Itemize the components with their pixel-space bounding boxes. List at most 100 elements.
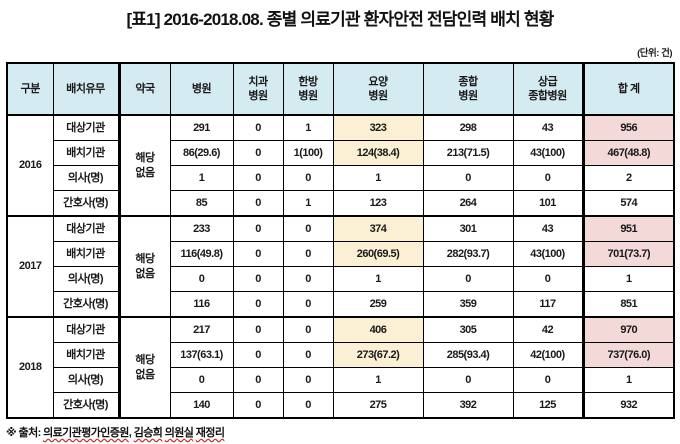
table-row: 간호사(명) 116 0 0 259 359 117 851 [7, 291, 675, 318]
value-cell: 43 [512, 114, 584, 141]
column-header-6: 요양 병원 [332, 62, 424, 116]
value-cell: 260(69.5) [332, 241, 424, 267]
column-header-7: 종합 병원 [422, 62, 514, 116]
value-cell: 1 [169, 165, 234, 191]
value-cell: 574 [581, 190, 675, 217]
value-cell: 273(67.2) [332, 342, 424, 368]
value-cell: 282(93.7) [422, 241, 514, 267]
table-title: [표1] 2016-2018.08. 종별 의료기관 환자안전 전담인력 배치 … [126, 10, 554, 29]
row-label-cell: 배치기관 [52, 342, 120, 368]
header-row: 구분 배치유무 약국 병원 치과 병원 한방 병원 요양 병원 종합 병원 상급 종합병원 합 계 [6, 62, 675, 116]
value-cell: 0 [512, 367, 584, 393]
value-cell: 0 [169, 266, 234, 292]
row-label-cell: 의사(명) [52, 266, 120, 292]
value-cell: 0 [232, 342, 284, 368]
value-cell: 140 [169, 392, 234, 419]
table-row: 2018 대상기관 해당 없음 217 0 0 406 305 42 970 [6, 316, 675, 419]
year-cell: 2016 [6, 114, 54, 217]
row-label-cell: 의사(명) [52, 367, 120, 393]
source-word-4: 의원실 [164, 427, 194, 439]
value-cell: 406 [332, 316, 424, 343]
value-cell: 0 [232, 140, 284, 166]
value-cell: 0 [512, 165, 584, 191]
value-cell: 1 [332, 367, 424, 393]
pharmacy-na-cell: 해당 없음 [117, 316, 171, 419]
table-row: 2017 대상기관 해당 없음 233 0 0 374 301 43 951 [6, 215, 675, 318]
data-table: 구분 배치유무 약국 병원 치과 병원 한방 병원 요양 병원 종합 병원 상급 종합병원 합 계… [6, 62, 675, 419]
row-label-cell: 의사(명) [52, 165, 120, 191]
value-cell: 116(49.8) [169, 241, 234, 267]
value-cell: 43(100) [512, 140, 584, 166]
value-cell: 359 [422, 291, 514, 318]
value-cell: 217 [169, 316, 234, 343]
value-cell: 1 [282, 114, 334, 141]
table-row: 배치기관 137(63.1) 0 0 273(67.2) 285(93.4) 42(100)… [7, 342, 675, 368]
value-cell: 0 [232, 392, 284, 419]
column-header-8: 상급 종합병원 [512, 62, 584, 116]
value-cell: 1 [581, 266, 675, 292]
pharmacy-na-cell: 해당 없음 [117, 215, 171, 318]
table-row: 배치기관 116(49.8) 0 0 260(69.5) 282(93.7) 43(100)… [7, 241, 675, 267]
value-cell: 0 [232, 367, 284, 393]
row-label-cell: 간호사(명) [52, 190, 120, 217]
value-cell: 0 [282, 392, 334, 419]
value-cell: 970 [581, 316, 675, 343]
source-word-6: 재정리 [195, 427, 225, 439]
value-cell: 298 [422, 114, 514, 141]
column-header-3: 병원 [169, 62, 234, 116]
value-cell: 123 [332, 190, 424, 217]
value-cell: 851 [581, 291, 675, 318]
value-cell: 0 [232, 114, 284, 141]
value-cell: 0 [282, 165, 334, 191]
value-cell: 125 [512, 392, 584, 419]
row-label-cell: 간호사(명) [52, 291, 120, 318]
value-cell: 101 [512, 190, 584, 217]
value-cell: 213(71.5) [422, 140, 514, 166]
table-row: 간호사(명) 85 0 1 123 264 101 574 [7, 190, 675, 217]
row-label-cell: 간호사(명) [52, 392, 120, 419]
table-row: 배치기관 86(29.6) 0 1(100) 124(38.4) 213(71.5) 43(… [7, 140, 675, 166]
value-cell: 43 [512, 215, 584, 242]
value-cell: 291 [169, 114, 234, 141]
value-cell: 0 [232, 316, 284, 343]
value-cell: 1 [282, 190, 334, 217]
value-cell: 392 [422, 392, 514, 419]
value-cell: 0 [422, 367, 514, 393]
pharmacy-na-cell: 해당 없음 [117, 114, 171, 217]
value-cell: 1 [581, 367, 675, 393]
value-cell: 116 [169, 291, 234, 318]
value-cell: 233 [169, 215, 234, 242]
column-header-2: 약국 [117, 62, 171, 116]
unit-note: (단위: 건) [637, 48, 672, 59]
value-cell: 86(29.6) [169, 140, 234, 166]
source-word-2: 김승희 [133, 427, 163, 439]
value-cell: 0 [422, 266, 514, 292]
value-cell: 301 [422, 215, 514, 242]
value-cell: 0 [282, 291, 334, 318]
value-cell: 117 [512, 291, 584, 318]
value-cell: 0 [282, 316, 334, 343]
value-cell: 0 [282, 367, 334, 393]
source-words: 의료기관평가인증원, 김승희 의원실 재정리 [43, 427, 225, 439]
value-cell: 259 [332, 291, 424, 318]
table-row: 2016 대상기관 해당 없음 291 0 1 323 298 43 956 [6, 114, 675, 217]
table-row: 의사(명) 0 0 0 1 0 0 1 [7, 367, 675, 393]
value-cell: 2 [581, 165, 675, 191]
value-cell: 467(48.8) [581, 140, 675, 166]
value-cell: 0 [282, 215, 334, 242]
value-cell: 85 [169, 190, 234, 217]
value-cell: 42(100) [512, 342, 584, 368]
value-cell: 275 [332, 392, 424, 419]
value-cell: 0 [282, 342, 334, 368]
column-header-1: 배치유무 [52, 62, 120, 116]
value-cell: 0 [232, 190, 284, 217]
column-header-5: 한방 병원 [282, 62, 334, 116]
value-cell: 0 [232, 215, 284, 242]
value-cell: 43(100) [512, 241, 584, 267]
year-cell: 2018 [6, 316, 54, 419]
table-row: 간호사(명) 140 0 0 275 392 125 932 [7, 392, 675, 419]
source-word-1: , [128, 427, 134, 439]
column-header-4: 치과 병원 [232, 62, 284, 116]
value-cell: 124(38.4) [332, 140, 424, 166]
